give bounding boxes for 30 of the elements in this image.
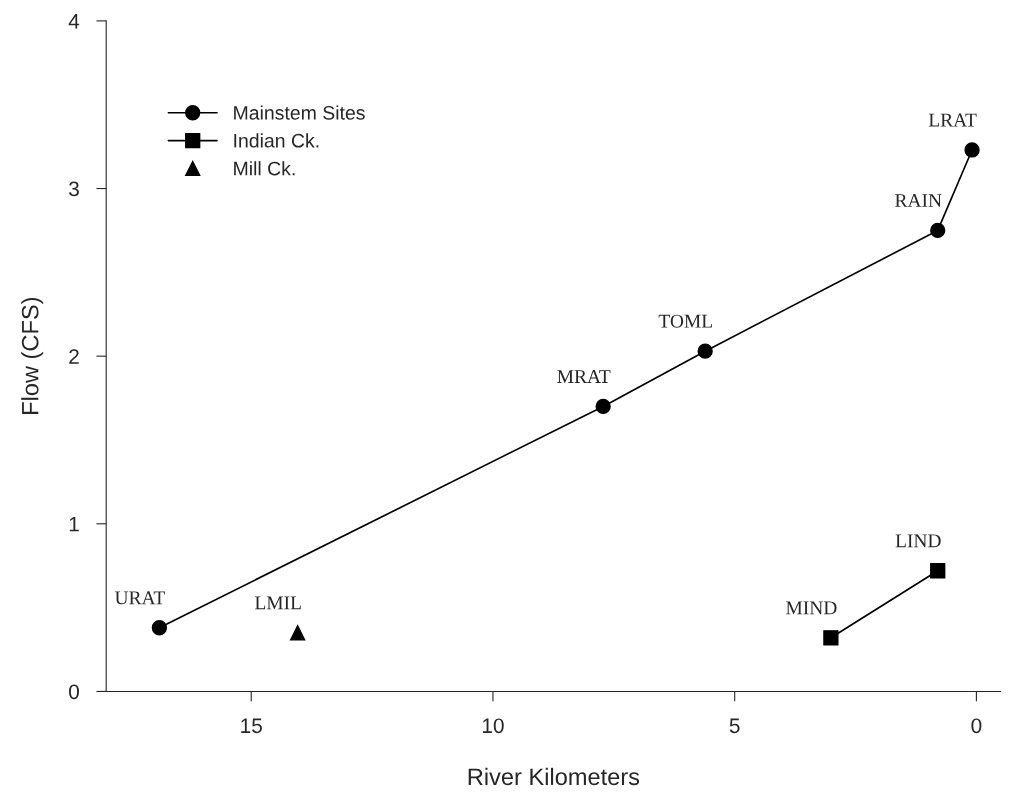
legend-label: Mill Ck. [234,161,295,176]
annotation: URAT [114,591,165,605]
annotation: LMIL [254,596,301,610]
x-tick-label: 15 [241,718,262,734]
point [151,620,168,636]
annotation: RAIN [895,194,942,207]
y-tick-label: 4 [68,14,80,29]
y-tick-label: 3 [69,181,79,197]
x-tick-label: 0 [971,718,982,734]
x-axis-title: River Kilometers [468,767,640,786]
x-tick-label: 10 [482,718,504,734]
point [823,630,839,646]
point [930,222,946,239]
annotation: LIND [895,534,941,548]
point [289,625,306,641]
y-tick-label: 2 [69,349,79,364]
legend-label: Indian Ck. [234,133,319,148]
point [930,563,946,579]
x-tick-label: 5 [729,718,740,734]
y-axis-title: Flow (CFS) [21,297,44,414]
point [697,343,713,359]
legend-label: Mainstem Sites [234,105,365,120]
y-tick-label: 0 [69,684,79,700]
y-tick-label: 1 [69,517,79,532]
point [964,142,980,158]
annotation: MIND [786,601,837,615]
annotation: TOML [658,314,712,328]
annotation: LRAT [928,113,977,127]
annotation: MRAT [557,370,611,383]
point [595,398,611,415]
